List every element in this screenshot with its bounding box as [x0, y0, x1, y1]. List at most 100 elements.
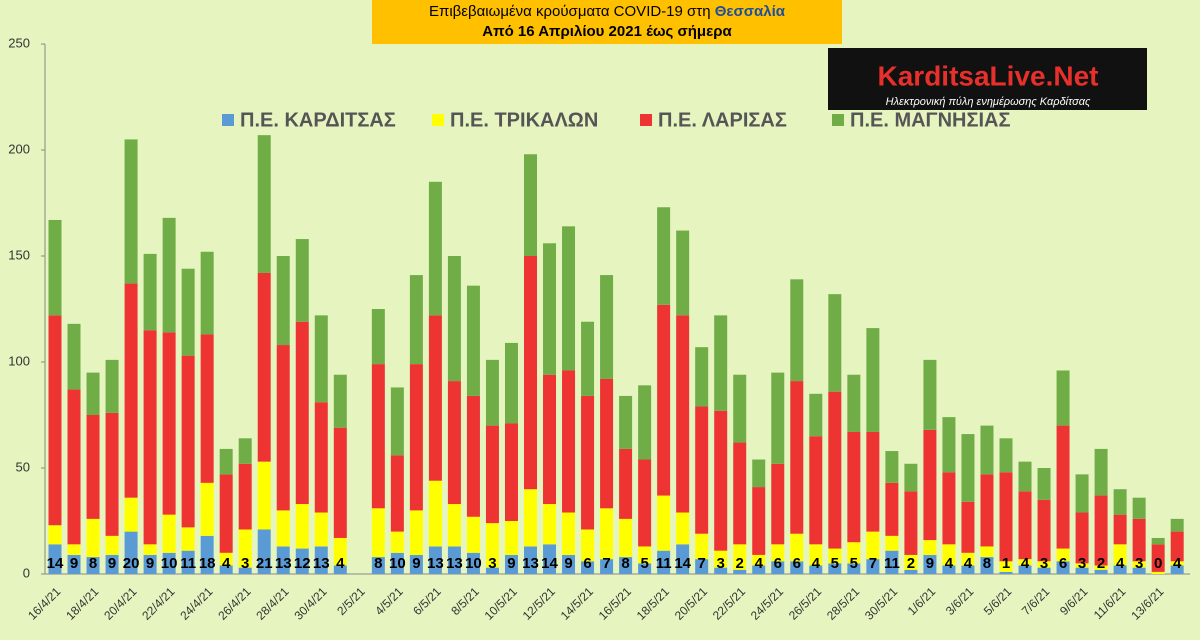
- bar-segment: [980, 474, 994, 547]
- bar-segment: [866, 328, 880, 432]
- logo-box: [828, 48, 1147, 110]
- bar-segment: [638, 546, 652, 564]
- title-box: [372, 0, 842, 44]
- value-label: 2: [736, 555, 744, 572]
- value-label: 7: [602, 555, 610, 572]
- bar-segment: [1094, 495, 1108, 566]
- bar-segment: [238, 567, 252, 574]
- bar-segment: [162, 514, 176, 553]
- bar-segment: [866, 531, 880, 560]
- value-label: 3: [717, 555, 725, 572]
- bar-segment: [162, 552, 176, 574]
- bar-segment: [676, 544, 690, 574]
- chart-subtitle: Από 16 Απριλίου 2021 έως σήμερα: [482, 23, 732, 40]
- bar-segment: [314, 546, 328, 574]
- legend-label: Π.Ε. ΛΑΡΙΣΑΣ: [658, 109, 787, 131]
- bar-segment: [790, 279, 804, 382]
- title-text: Επιβεβαιωμένα κρούσματα COVID-19 στη: [429, 3, 711, 20]
- value-label: 13: [313, 555, 330, 572]
- bar-segment: [86, 372, 100, 415]
- value-label: 8: [374, 555, 382, 572]
- bar-segment: [771, 372, 785, 464]
- value-label: 6: [1059, 555, 1067, 572]
- value-label: 13: [427, 555, 444, 572]
- bar-segment: [124, 497, 138, 532]
- bar-segment: [181, 550, 195, 574]
- bar-segment: [885, 550, 899, 574]
- bar-segment: [276, 510, 290, 547]
- bar-segment: [581, 529, 595, 562]
- value-label: 4: [1173, 555, 1182, 572]
- bar-segment: [1113, 544, 1127, 566]
- value-label: 10: [465, 555, 482, 572]
- bar-segment: [771, 544, 785, 562]
- bar-segment: [961, 434, 975, 502]
- bar-segment: [942, 472, 956, 545]
- bar-segment: [524, 489, 537, 547]
- value-label: 8: [621, 555, 629, 572]
- y-tick-label: 200: [8, 141, 30, 156]
- bar-segment: [904, 554, 918, 570]
- bar-segment: [676, 315, 690, 513]
- bar-segment: [657, 207, 671, 305]
- bar-segment: [1170, 518, 1184, 532]
- value-label: 4: [336, 555, 345, 572]
- value-label: 4: [964, 555, 973, 572]
- bar-segment: [714, 410, 728, 551]
- value-label: 4: [1021, 555, 1030, 572]
- bar-segment: [390, 387, 404, 456]
- value-label: 18: [199, 555, 216, 572]
- bar-segment: [733, 442, 747, 545]
- bar-segment: [733, 569, 747, 574]
- value-label: 9: [146, 555, 154, 572]
- bar-segment: [657, 304, 671, 496]
- bar-segment: [714, 550, 728, 568]
- bar-segment: [124, 531, 138, 574]
- bar-segment: [1056, 561, 1070, 574]
- legend-label: Π.Ε. ΜΑΓΝΗΣΙΑΣ: [850, 109, 1010, 131]
- bar-segment: [219, 474, 233, 553]
- bar-segment: [219, 448, 233, 475]
- bar-segment: [390, 455, 404, 532]
- bar-segment: [200, 535, 214, 574]
- bar-segment: [1056, 370, 1070, 426]
- value-label: 6: [774, 555, 782, 572]
- bar-segment: [371, 508, 385, 558]
- legend-swatch: [832, 114, 844, 126]
- bar-segment: [1037, 561, 1051, 568]
- value-label: 4: [812, 555, 821, 572]
- bar-segment: [543, 374, 557, 505]
- bar-segment: [1056, 548, 1070, 562]
- bar-segment: [638, 459, 652, 547]
- bar-segment: [1094, 448, 1108, 496]
- bar-segment: [238, 463, 252, 530]
- bar-segment: [105, 359, 119, 413]
- bar-segment: [961, 501, 975, 553]
- bar-segment: [543, 544, 557, 574]
- value-label: 9: [507, 555, 515, 572]
- value-label: 7: [698, 555, 706, 572]
- bar-segment: [752, 487, 766, 555]
- bar-segment: [885, 451, 899, 483]
- bar-segment: [923, 359, 937, 430]
- bar-segment: [181, 268, 195, 356]
- bar-segment: [562, 554, 576, 574]
- bar-segment: [562, 226, 576, 371]
- bar-segment: [314, 315, 328, 403]
- bar-segment: [942, 417, 956, 473]
- bar-segment: [1151, 544, 1165, 572]
- bar-segment: [695, 406, 709, 534]
- bar-segment: [105, 412, 119, 536]
- bar-segment: [162, 332, 176, 515]
- bar-segment: [885, 535, 899, 551]
- bar-segment: [524, 546, 537, 574]
- bar-segment: [562, 512, 576, 555]
- bar-segment: [619, 518, 633, 558]
- bar-segment: [257, 461, 271, 530]
- bar-segment: [504, 554, 518, 574]
- y-tick-label: 250: [8, 35, 30, 50]
- value-label: 7: [869, 555, 877, 572]
- bar-segment: [447, 504, 461, 547]
- value-label: 5: [850, 555, 858, 572]
- value-label: 21: [256, 555, 273, 572]
